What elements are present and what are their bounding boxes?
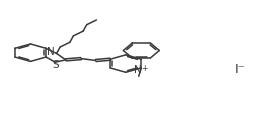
Text: I⁻: I⁻ [235, 63, 246, 76]
Text: N: N [134, 65, 142, 75]
Text: S: S [52, 60, 59, 70]
Text: +: + [141, 64, 147, 73]
Text: N: N [47, 47, 55, 57]
